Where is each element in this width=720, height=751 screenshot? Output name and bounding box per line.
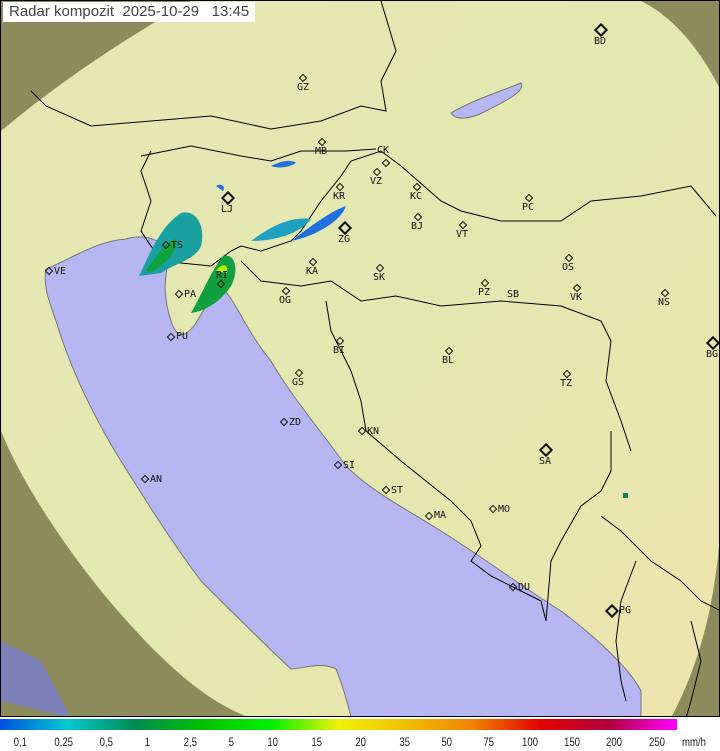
city-bj: BJ: [411, 212, 423, 232]
legend-gradient: [0, 719, 677, 730]
city-bd: BD: [593, 22, 609, 47]
city-ma: MA: [424, 511, 446, 521]
city-pg: PG: [604, 603, 631, 619]
city-sk: SK: [373, 263, 385, 283]
legend-unit: mm/h: [682, 735, 706, 749]
city-pu: PU: [166, 332, 188, 342]
map-title: Radar kompozit 2025-10-29 13:45: [3, 2, 256, 22]
legend-label: 10: [267, 735, 279, 749]
city-si: SI: [333, 461, 355, 471]
legend-label: 5: [228, 735, 235, 749]
city-kn: KN: [357, 427, 379, 437]
city-lj: LJ: [220, 190, 236, 215]
city-pa: PA: [174, 290, 196, 300]
legend-labels: 0,1 0,25 0,5 1 2,5 5 10 15 20 35 50 75 1…: [0, 735, 720, 751]
legend-label: 0,25: [54, 735, 74, 749]
legend-color-scale: [0, 719, 677, 730]
legend-label: 35: [399, 735, 411, 749]
city-og: OG: [279, 286, 291, 306]
city-ka: KA: [306, 257, 318, 277]
legend-label: 250: [649, 735, 666, 749]
city-vz: VZ: [370, 167, 382, 187]
radar-echoes: [139, 160, 628, 498]
map-time: 13:45: [211, 3, 250, 20]
city-vt: VT: [456, 220, 468, 240]
city-ri: RI: [216, 271, 228, 289]
city-kc: KC: [410, 182, 422, 202]
city-os: OS: [562, 253, 574, 273]
legend-label: 100: [522, 735, 539, 749]
legend-label: 150: [564, 735, 581, 749]
legend-label: 15: [311, 735, 323, 749]
city-du: DU: [508, 583, 530, 593]
city-gs: GS: [292, 368, 304, 388]
city-an: AN: [140, 475, 162, 485]
map-date: 2025-10-29: [122, 3, 200, 20]
city-ve: VE: [44, 267, 66, 277]
tyrrhenian-sea: [1, 641, 70, 716]
radar-map[interactable]: Radar kompozit 2025-10-29 13:45 GZ MB CK…: [0, 0, 720, 717]
city-ts: TS: [161, 241, 183, 251]
lake-balaton: [450, 82, 523, 119]
city-st: ST: [381, 486, 403, 496]
legend-label: 0,5: [99, 735, 114, 749]
city-pc: PC: [522, 193, 534, 213]
city-bl: BL: [442, 346, 454, 366]
legend-label: 0,1: [13, 735, 28, 749]
city-vk: VK: [570, 283, 582, 303]
adriatic-sea: [44, 236, 642, 716]
legend-label: 50: [441, 735, 453, 749]
city-tz: TZ: [560, 369, 572, 389]
legend-label: 200: [606, 735, 623, 749]
city-sb: SB: [507, 289, 520, 300]
legend-label: 1: [144, 735, 151, 749]
map-canvas: [1, 1, 719, 716]
city-pz: PZ: [478, 278, 490, 298]
city-bi: BI: [333, 336, 345, 356]
city-mo: MO: [488, 505, 510, 515]
city-zd: ZD: [279, 418, 301, 428]
city-zg: ZG: [337, 220, 353, 245]
city-mb: MB: [315, 137, 327, 157]
city-ns: NS: [658, 288, 670, 308]
city-bg: BG: [705, 335, 719, 360]
legend-label: 2,5: [183, 735, 198, 749]
legend-label: 75: [483, 735, 495, 749]
city-ck: CK: [377, 146, 391, 168]
city-gz: GZ: [297, 73, 309, 93]
legend-label: 20: [355, 735, 367, 749]
city-kr: KR: [333, 182, 345, 202]
city-sa: SA: [538, 442, 554, 467]
